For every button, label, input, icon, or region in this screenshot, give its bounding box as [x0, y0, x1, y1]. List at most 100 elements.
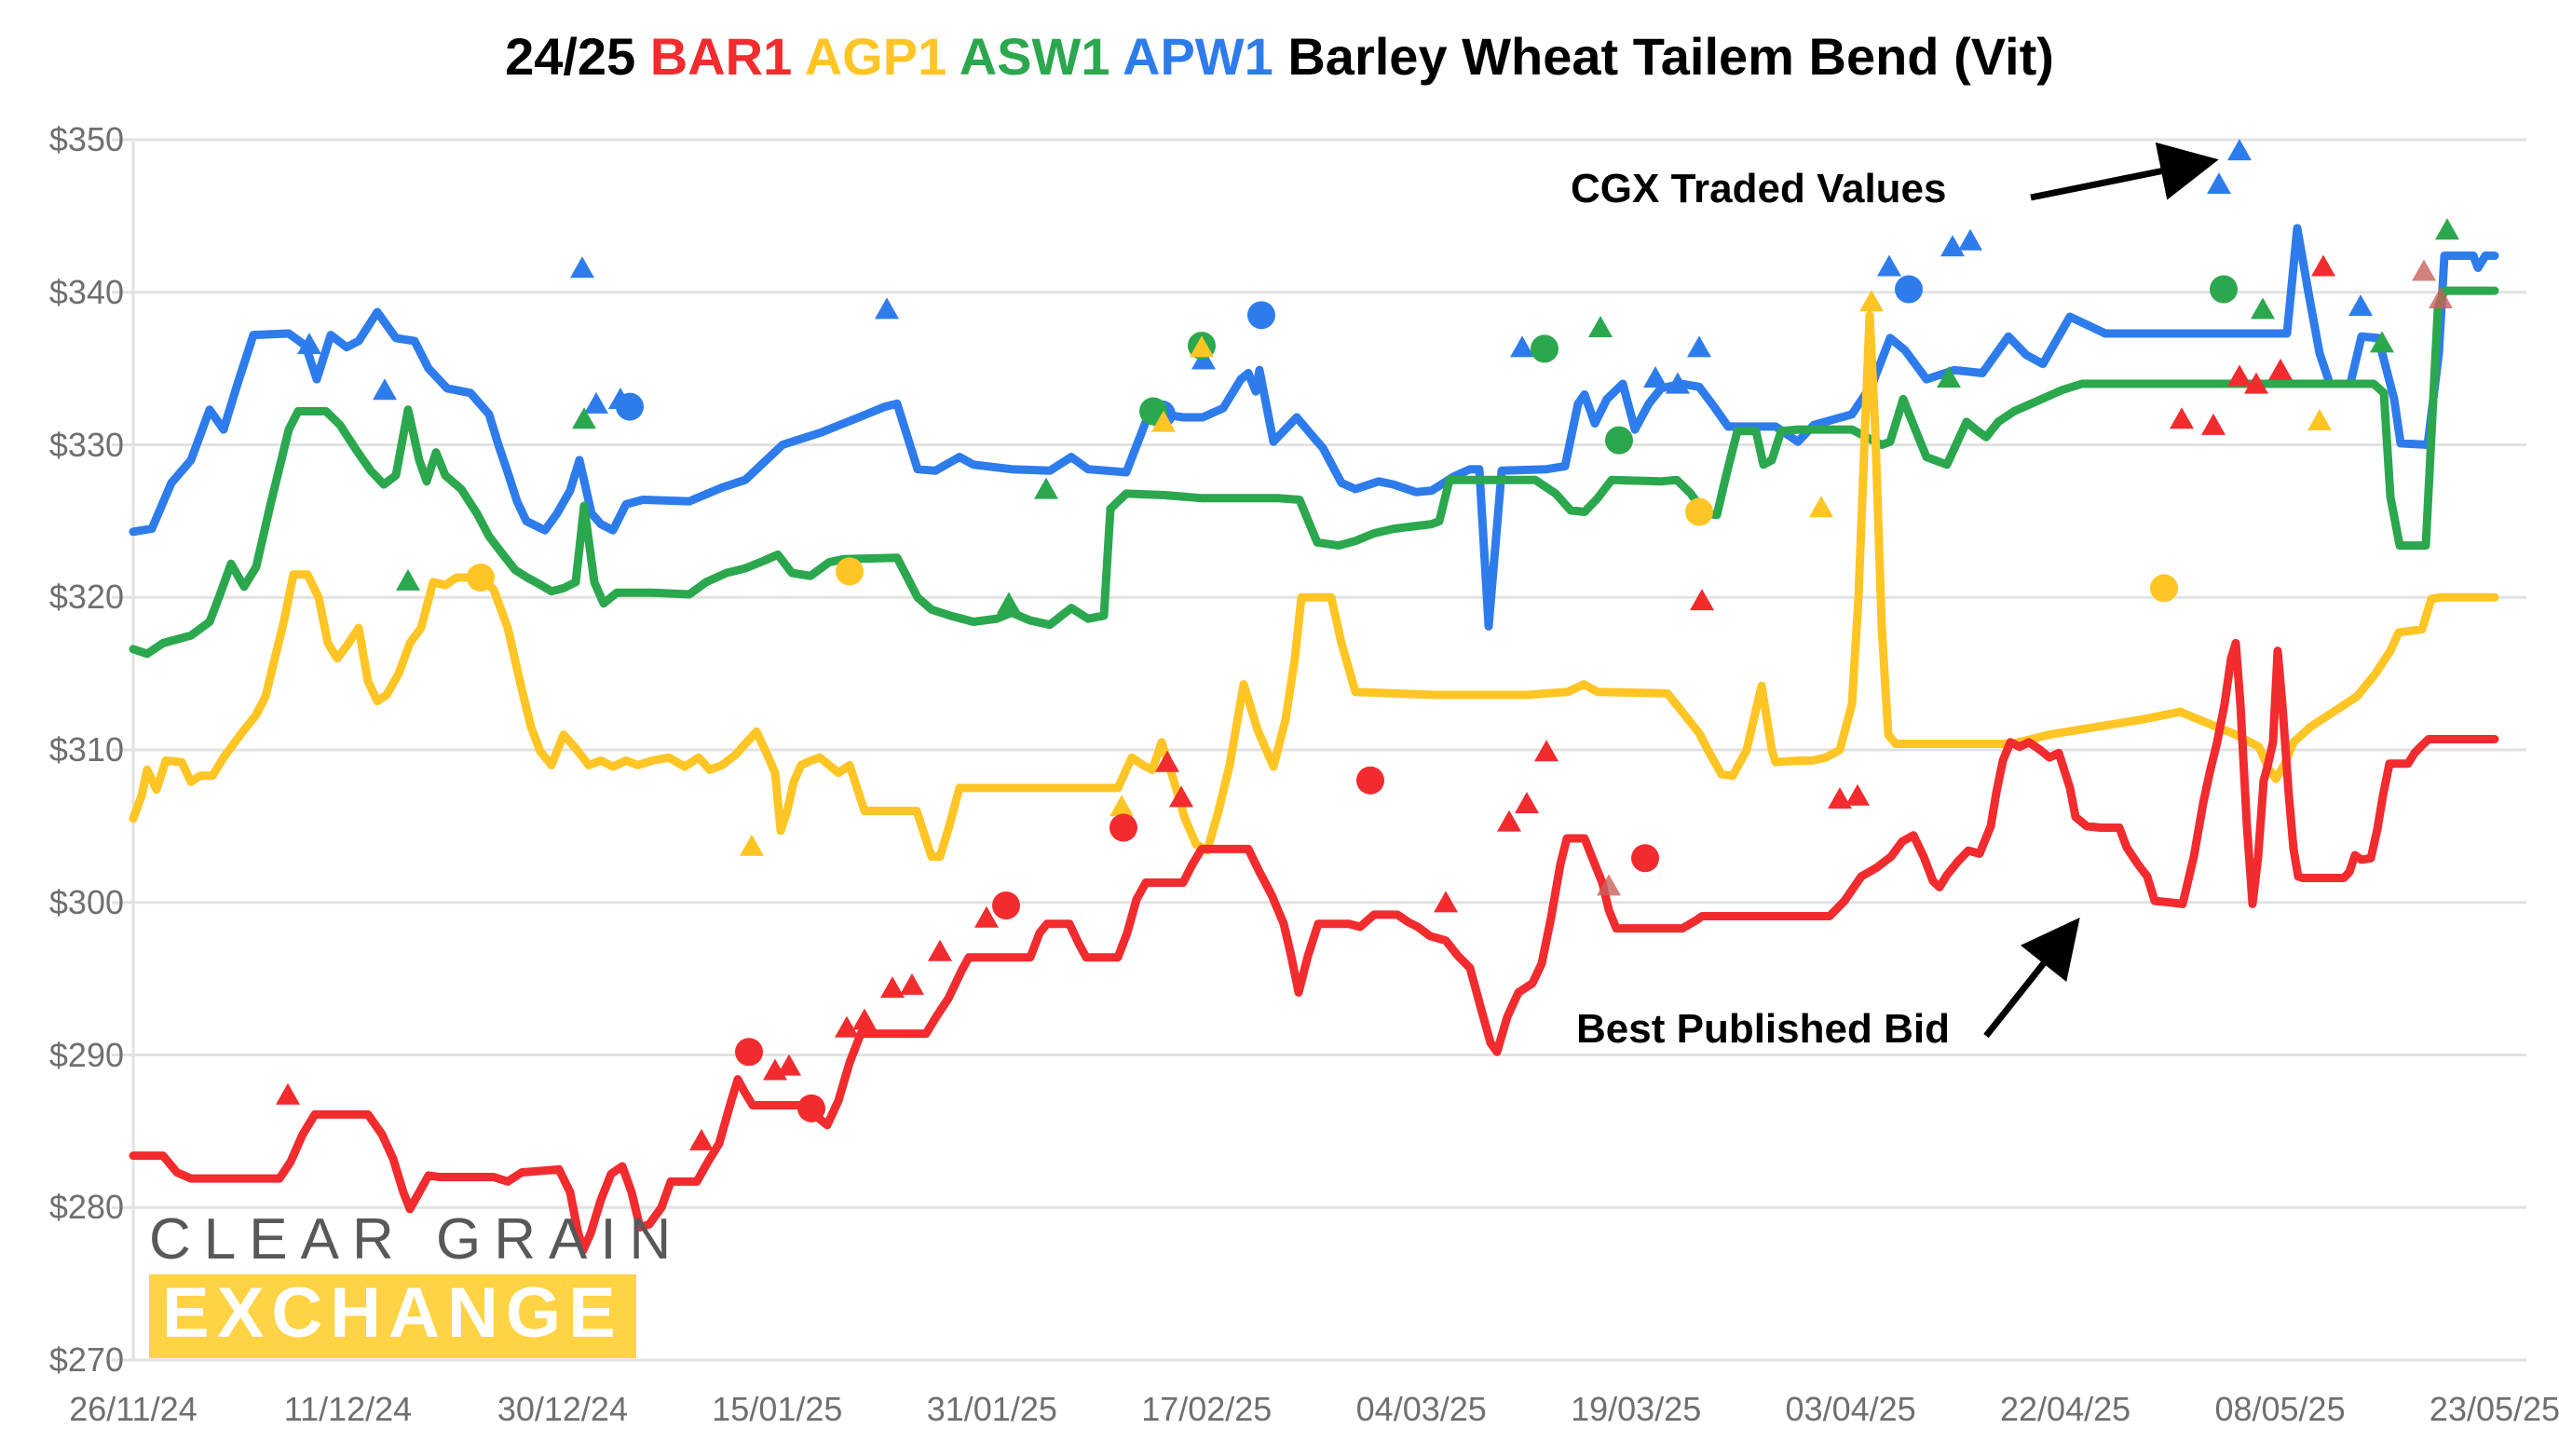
- annotation-arrow: [2030, 142, 2219, 201]
- traded-marker-triangle-APW1: [297, 333, 321, 355]
- traded-marker-triangle-ASW1: [1588, 316, 1613, 338]
- annotation-arrow: [1983, 918, 2080, 1039]
- series-line-AGP1: [129, 310, 2499, 862]
- x-tick-label: 11/12/24: [283, 1390, 413, 1428]
- x-tick-label: 26/11/24: [69, 1390, 197, 1428]
- traded-marker-triangle-BAR1: [2244, 372, 2268, 394]
- traded-marker-triangle-BAR1: [2170, 407, 2194, 429]
- traded-marker-triangle-AGP1: [1109, 795, 1134, 817]
- best-published-bid-annotation: Best Published Bid: [1576, 1006, 1950, 1052]
- traded-marker-circle-BAR1: [1631, 844, 1659, 873]
- traded-marker-triangle-BAR1: [777, 1054, 801, 1076]
- traded-marker-triangle-BAR1: [928, 939, 952, 961]
- x-tick-label: 31/01/25: [926, 1390, 1057, 1428]
- title-segment: Barley Wheat Tailem Bend (Vit): [1287, 27, 2054, 86]
- traded-marker-triangle-AGP1: [1809, 496, 1833, 518]
- traded-marker-triangle-BAR1: [1169, 785, 1193, 808]
- y-tick-label: $270: [48, 1340, 124, 1379]
- series-line-ASW1: [129, 286, 2499, 659]
- traded-marker-circle-APW1: [1247, 301, 1275, 330]
- traded-marker-triangle-BAR1: [2227, 364, 2252, 387]
- traded-marker-triangle-BAR1: [2201, 413, 2226, 435]
- y-tick-label: $280: [48, 1188, 124, 1227]
- traded-marker-triangle-BAR1: [1515, 791, 1539, 813]
- traded-marker-circle-AGP1: [467, 563, 495, 592]
- x-tick-label: 04/03/25: [1355, 1390, 1487, 1428]
- traded-marker-triangle-APW1: [373, 378, 397, 401]
- traded-marker-triangle-BAR1: [974, 905, 999, 928]
- y-tick-label: $320: [48, 578, 124, 617]
- traded-marker-triangle-BAR1: [1497, 810, 1521, 832]
- traded-marker-triangle-BAR1: [1690, 589, 1714, 611]
- title-segment: ASW1: [959, 27, 1123, 86]
- traded-marker-triangle-ASW1: [572, 407, 596, 429]
- x-tick-label: 15/01/25: [712, 1390, 843, 1428]
- traded-marker-circle-BAR1: [992, 891, 1020, 920]
- traded-marker-triangle-APW1: [570, 256, 594, 279]
- traded-marker-triangle-ASW1: [997, 592, 1021, 614]
- traded-marker-triangle-AGP1: [1859, 290, 1884, 312]
- traded-marker-circle-ASW1: [1531, 334, 1559, 363]
- logo-text-clear-grain: CLEAR GRAIN: [149, 1207, 685, 1272]
- traded-marker-triangle-APW1: [1666, 372, 1690, 394]
- traded-marker-triangle-ASW1: [1034, 477, 1058, 499]
- traded-marker-triangle-AGP1: [1190, 335, 1214, 358]
- traded-marker-triangle-BAR1: [2311, 254, 2335, 277]
- y-tick-label: $300: [48, 882, 124, 921]
- x-tick-label: 30/12/24: [497, 1390, 628, 1428]
- traded-marker-triangle-BAR1: [880, 976, 905, 999]
- traded-marker-circle-BAR1: [797, 1094, 825, 1123]
- traded-marker-circle-APW1: [616, 392, 644, 421]
- traded-marker-triangle-BAR1: [900, 973, 924, 995]
- traded-marker-triangle-APW1: [2227, 139, 2252, 161]
- traded-marker-circle-ASW1: [1605, 426, 1633, 455]
- traded-marker-circle-AGP1: [2150, 574, 2178, 603]
- traded-marker-circle-AGP1: [1685, 497, 1713, 526]
- x-tick-label: 22/04/25: [2000, 1390, 2131, 1428]
- logo-text-exchange: EXCHANGE: [149, 1274, 636, 1358]
- x-tick-label: 17/02/25: [1141, 1390, 1273, 1428]
- traded-marker-circle-BAR1: [1109, 813, 1137, 842]
- x-tick-label: 19/03/25: [1571, 1390, 1702, 1428]
- traded-marker-circle-BAR1: [735, 1038, 763, 1067]
- traded-marker-triangle-BAR1: [689, 1128, 714, 1150]
- traded-marker-triangle-ASW1: [1937, 366, 1961, 388]
- traded-marker-triangle-BAR1: [2268, 358, 2293, 380]
- traded-marker-triangle-BAR1: [1534, 740, 1559, 762]
- traded-marker-triangle-ASW1: [2370, 331, 2394, 353]
- chart-title: 24/25 BAR1 AGP1 ASW1 APW1 Barley Wheat T…: [0, 26, 2559, 87]
- y-tick-label: $340: [48, 272, 124, 311]
- traded-marker-triangle-AGP1: [1151, 410, 1176, 432]
- traded-marker-triangle-AGP1: [2307, 408, 2332, 430]
- traded-marker-triangle-BAR1: [1828, 787, 1852, 810]
- title-segment: AGP1: [804, 27, 960, 86]
- traded-marker-circle-APW1: [1895, 275, 1923, 304]
- clear-grain-exchange-logo: CLEAR GRAIN EXCHANGE: [149, 1211, 684, 1358]
- traded-marker-circle-AGP1: [836, 557, 864, 586]
- traded-marker-triangle-APW1: [1877, 254, 1901, 277]
- y-tick-label: $310: [48, 730, 124, 769]
- traded-marker-triangle-BAR1: [1845, 783, 1870, 806]
- traded-marker-triangle-APW1: [1687, 335, 1711, 358]
- traded-marker-triangle-faded_red: [1597, 874, 1621, 896]
- traded-marker-circle-BAR1: [1356, 766, 1384, 795]
- traded-values-annotation: CGX Traded Values: [1571, 166, 1947, 211]
- traded-marker-triangle-BAR1: [1155, 750, 1179, 772]
- traded-marker-triangle-APW1: [2207, 172, 2231, 195]
- traded-marker-triangle-BAR1: [1434, 891, 1458, 913]
- title-segment: BAR1: [649, 27, 805, 86]
- traded-marker-triangle-APW1: [1940, 235, 1965, 257]
- traded-marker-triangle-APW1: [1643, 366, 1667, 388]
- x-tick-label: 03/04/25: [1785, 1390, 1916, 1428]
- title-segment: 24/25: [505, 27, 650, 86]
- x-tick-label: 08/05/25: [2214, 1390, 2346, 1428]
- traded-marker-triangle-BAR1: [835, 1015, 859, 1038]
- traded-marker-triangle-APW1: [584, 391, 608, 414]
- traded-marker-triangle-AGP1: [740, 834, 764, 856]
- series-line-BAR1: [129, 638, 2499, 1255]
- x-tick-label: 23/05/25: [2429, 1390, 2559, 1428]
- traded-marker-triangle-faded_red: [2412, 259, 2436, 281]
- traded-marker-triangle-ASW1: [396, 568, 420, 591]
